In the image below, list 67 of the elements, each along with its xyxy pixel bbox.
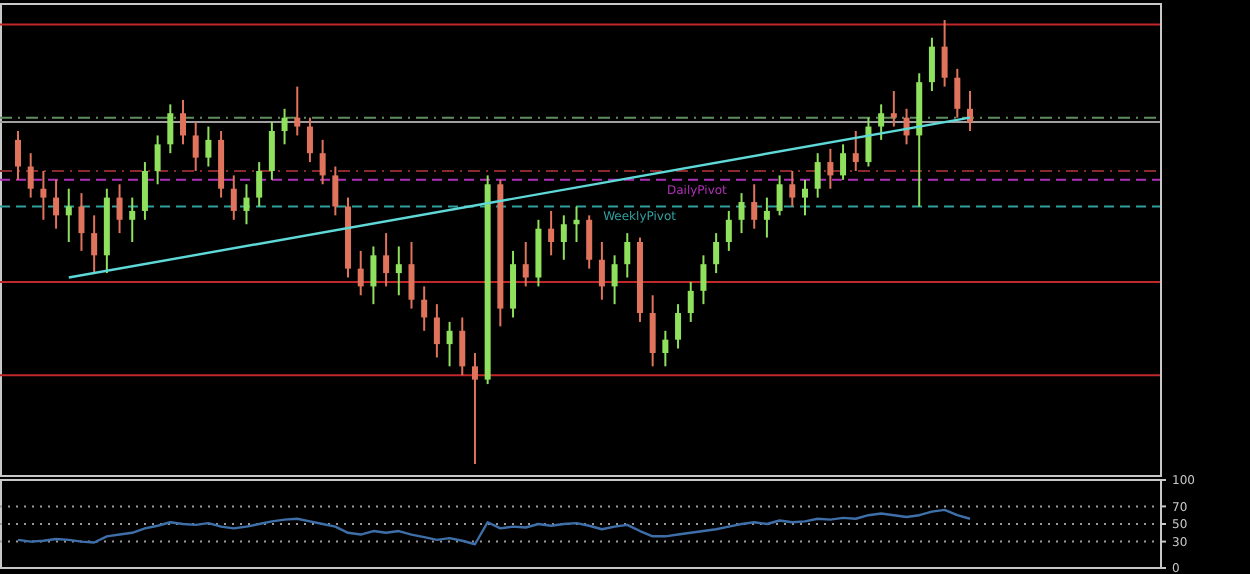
candlestick <box>840 143 847 181</box>
candlestick <box>116 183 123 235</box>
candlestick <box>357 249 364 297</box>
candlestick <box>332 165 339 217</box>
candlestick <box>167 103 174 155</box>
candlestick <box>319 138 326 186</box>
candlestick <box>586 214 593 270</box>
candlestick <box>408 241 415 310</box>
candlestick <box>243 183 250 226</box>
candlestick <box>230 174 237 221</box>
candlestick <box>763 196 770 239</box>
candlestick <box>141 161 148 221</box>
candlestick <box>890 90 897 128</box>
candlestick <box>928 36 935 93</box>
candlestick <box>776 174 783 217</box>
candlestick <box>624 232 631 279</box>
candlestick <box>713 232 720 275</box>
candlestick <box>129 196 136 243</box>
candlestick <box>789 169 796 208</box>
candlestick <box>281 107 288 146</box>
candlestick <box>446 320 453 368</box>
candlestick <box>395 245 402 297</box>
candlestick <box>471 352 478 465</box>
candlestick <box>827 147 834 190</box>
candlestick <box>78 192 85 252</box>
candlestick <box>459 316 466 377</box>
candlestick <box>941 19 948 88</box>
candlestick <box>40 169 47 221</box>
candlestick <box>865 116 872 168</box>
candlestick <box>801 178 808 217</box>
candlestick <box>954 67 961 119</box>
candlestick <box>510 249 517 319</box>
candlestick <box>294 85 301 137</box>
candlestick <box>370 245 377 306</box>
candlestick <box>687 280 694 323</box>
candlestick <box>256 161 263 208</box>
candlestick <box>192 121 199 172</box>
candlestick <box>383 232 390 288</box>
candlestick <box>15 130 21 181</box>
candlestick <box>65 187 72 243</box>
candlestick <box>522 241 529 288</box>
candlestick <box>548 209 555 257</box>
candlestick <box>738 192 745 235</box>
candlestick <box>91 214 98 275</box>
candlestick <box>180 98 187 146</box>
candlestick <box>205 125 212 168</box>
candlestick <box>421 285 428 332</box>
candlestick <box>725 209 732 252</box>
candlestick <box>268 121 275 181</box>
candlestick <box>967 90 973 132</box>
candlestick <box>27 152 34 199</box>
candlestick <box>675 303 682 350</box>
candlestick <box>649 294 656 368</box>
candlestick <box>814 152 821 199</box>
candlestick <box>53 178 60 230</box>
candlestick <box>598 241 605 301</box>
candlestick <box>662 329 669 368</box>
candlestick <box>700 254 707 306</box>
candlestick <box>878 103 885 141</box>
candlestick <box>611 254 618 306</box>
line-series <box>16 508 972 546</box>
candlestick <box>852 130 859 172</box>
candlestick <box>154 134 161 186</box>
candlestick <box>306 116 313 164</box>
candlestick <box>433 303 440 359</box>
candlestick <box>751 183 758 230</box>
candlestick <box>560 214 567 261</box>
